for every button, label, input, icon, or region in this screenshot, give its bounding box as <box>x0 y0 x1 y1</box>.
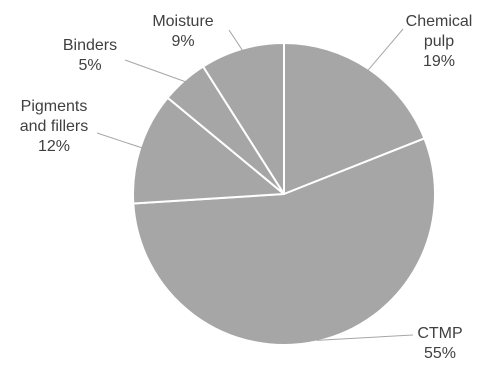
data-label-ctmp: CTMP 55% <box>417 325 462 362</box>
data-label-binders: Binders 5% <box>63 37 117 74</box>
leader-line-pigments-and-fillers <box>96 132 142 149</box>
data-label-name: Pigments <box>21 98 88 115</box>
leader-line-ctmp <box>316 334 414 341</box>
data-label-moisture: Moisture 9% <box>152 13 213 50</box>
data-label-name: pulp <box>424 33 454 50</box>
leader-line-binders <box>124 59 185 82</box>
data-label-percent: 55% <box>424 345 456 362</box>
leader-line-chemical-pulp <box>367 28 404 71</box>
pie-slices <box>132 42 436 346</box>
leader-lines <box>96 28 414 341</box>
data-label-name: Chemical <box>406 13 473 30</box>
data-label-pigments-and-fillers: Pigments and fillers 12% <box>20 98 88 155</box>
data-labels: Chemical pulp 19% CTMP 55% Pigments and filler… <box>20 13 473 362</box>
data-label-percent: 19% <box>423 53 455 70</box>
data-label-name: Moisture <box>152 13 213 30</box>
data-label-chemical-pulp: Chemical pulp 19% <box>406 13 473 70</box>
data-label-percent: 5% <box>78 57 101 74</box>
data-label-name: CTMP <box>417 325 462 342</box>
data-label-name: and fillers <box>20 118 88 135</box>
data-label-percent: 9% <box>171 33 194 50</box>
pie-slice-ctmp <box>132 137 436 346</box>
leader-line-moisture <box>228 29 243 51</box>
data-label-percent: 12% <box>38 138 70 155</box>
data-label-name: Binders <box>63 37 117 54</box>
